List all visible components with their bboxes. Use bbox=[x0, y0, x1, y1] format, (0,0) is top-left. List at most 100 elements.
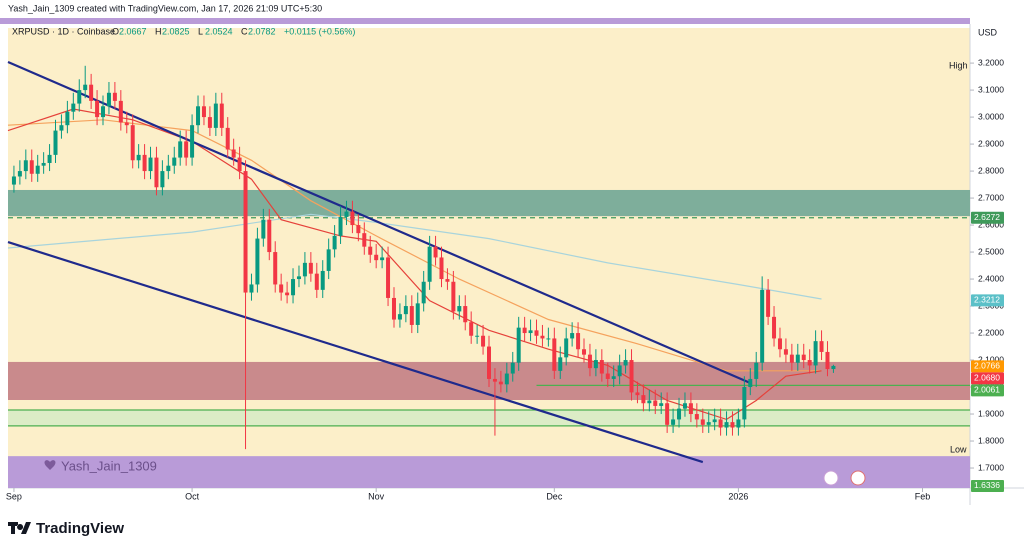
candle-body bbox=[23, 160, 28, 172]
candle-body bbox=[772, 316, 777, 339]
price-label-box bbox=[971, 360, 1004, 373]
candle-body bbox=[101, 106, 106, 118]
candle-body bbox=[629, 360, 634, 393]
candle-body bbox=[510, 362, 515, 374]
legend-value: 2.0825 bbox=[162, 26, 190, 36]
candle-body bbox=[279, 284, 284, 293]
axes: 1.70001.80001.90002.00002.10002.20002.30… bbox=[6, 57, 1004, 501]
candle-body bbox=[813, 341, 818, 366]
candle-body bbox=[451, 281, 456, 312]
candle-body bbox=[677, 408, 682, 420]
candle-body bbox=[807, 360, 812, 366]
candle-body bbox=[540, 335, 545, 339]
candle-body bbox=[576, 333, 581, 350]
line-series bbox=[7, 60, 751, 385]
candle-body bbox=[243, 171, 248, 293]
legend-value: 2.0524 bbox=[205, 26, 233, 36]
line-series bbox=[7, 213, 822, 300]
candle-body bbox=[154, 157, 159, 188]
candle-body bbox=[409, 306, 414, 325]
y-tick-label: 2.1000 bbox=[978, 354, 1004, 364]
candle-body bbox=[611, 376, 616, 379]
candle-body bbox=[77, 90, 82, 104]
candle-body bbox=[17, 171, 22, 177]
candle-body bbox=[522, 327, 527, 334]
x-tick-label: Nov bbox=[368, 491, 385, 501]
candle-body bbox=[463, 306, 468, 323]
candle-body bbox=[445, 279, 450, 282]
candle-body bbox=[59, 125, 64, 131]
candle-body bbox=[789, 354, 794, 363]
candle-body bbox=[516, 327, 521, 363]
candle-body bbox=[492, 378, 497, 382]
candle-body bbox=[415, 303, 420, 325]
candle-body bbox=[285, 292, 290, 296]
candle-body bbox=[213, 103, 218, 128]
candle-body bbox=[635, 392, 640, 396]
price-label-box bbox=[971, 384, 1004, 397]
price-label: 2.3212 bbox=[974, 295, 1000, 305]
y-tick-label: 2.6000 bbox=[978, 219, 1004, 229]
candle-body bbox=[605, 373, 610, 379]
y-tick-label: 3.2000 bbox=[978, 57, 1004, 67]
brand-logo bbox=[8, 522, 31, 534]
candle-body bbox=[196, 106, 201, 126]
candle-body bbox=[261, 219, 266, 239]
price-label-box bbox=[971, 372, 1004, 385]
price-label: 2.0061 bbox=[974, 385, 1000, 395]
low-label: Low bbox=[950, 444, 967, 454]
candle-body bbox=[391, 297, 396, 320]
candle-body bbox=[207, 117, 212, 128]
event-icon[interactable] bbox=[850, 470, 866, 486]
candle-body bbox=[160, 171, 165, 188]
candle-body bbox=[777, 338, 782, 350]
price-label: 2.0766 bbox=[974, 361, 1000, 371]
candle-body bbox=[700, 419, 705, 425]
candle-body bbox=[528, 330, 533, 334]
candle-body bbox=[130, 125, 135, 161]
candle-body bbox=[47, 154, 52, 163]
x-tick-label: Sep bbox=[6, 491, 22, 501]
price-label: 1.6336 bbox=[974, 480, 1000, 490]
candle-body bbox=[326, 249, 331, 271]
candle-body bbox=[498, 381, 503, 385]
candle-body bbox=[831, 365, 836, 370]
candle-body bbox=[249, 284, 254, 293]
candle-body bbox=[433, 246, 438, 258]
candle-body bbox=[267, 219, 272, 253]
candle-body bbox=[469, 322, 474, 336]
candle-body bbox=[112, 92, 117, 101]
symbol: XRPUSD · 1D · Coinbase bbox=[12, 26, 115, 36]
candle-body bbox=[368, 246, 373, 255]
candle-body bbox=[362, 233, 367, 247]
price-label-box bbox=[971, 294, 1004, 307]
candle-body bbox=[754, 362, 759, 379]
y-tick-label: 1.9000 bbox=[978, 408, 1004, 418]
price-label-box bbox=[971, 211, 1004, 224]
candle-body bbox=[481, 335, 486, 347]
candle-body bbox=[41, 162, 46, 166]
candle-body bbox=[397, 314, 402, 320]
y-tick-label: 2.8000 bbox=[978, 165, 1004, 175]
line-series bbox=[7, 119, 822, 372]
y-tick-label: 2.9000 bbox=[978, 138, 1004, 148]
legend-key: C bbox=[241, 26, 248, 36]
candle-body bbox=[439, 257, 444, 280]
legend-value: 2.0667 bbox=[119, 26, 147, 36]
candle-body bbox=[178, 141, 183, 158]
candle-body bbox=[172, 157, 177, 166]
candle-body bbox=[617, 365, 622, 377]
zone bbox=[8, 456, 970, 488]
watermark: Yash_Jain_1309 bbox=[61, 458, 157, 473]
x-tick-label: Dec bbox=[546, 491, 563, 501]
event-icon[interactable] bbox=[823, 470, 839, 486]
candle-body bbox=[546, 338, 551, 340]
candle-body bbox=[504, 373, 509, 385]
price-label-box bbox=[971, 479, 1004, 492]
candles bbox=[11, 65, 836, 450]
candle-body bbox=[291, 279, 296, 296]
lines bbox=[7, 60, 822, 464]
candle-body bbox=[641, 395, 646, 404]
candle-body bbox=[760, 289, 765, 363]
